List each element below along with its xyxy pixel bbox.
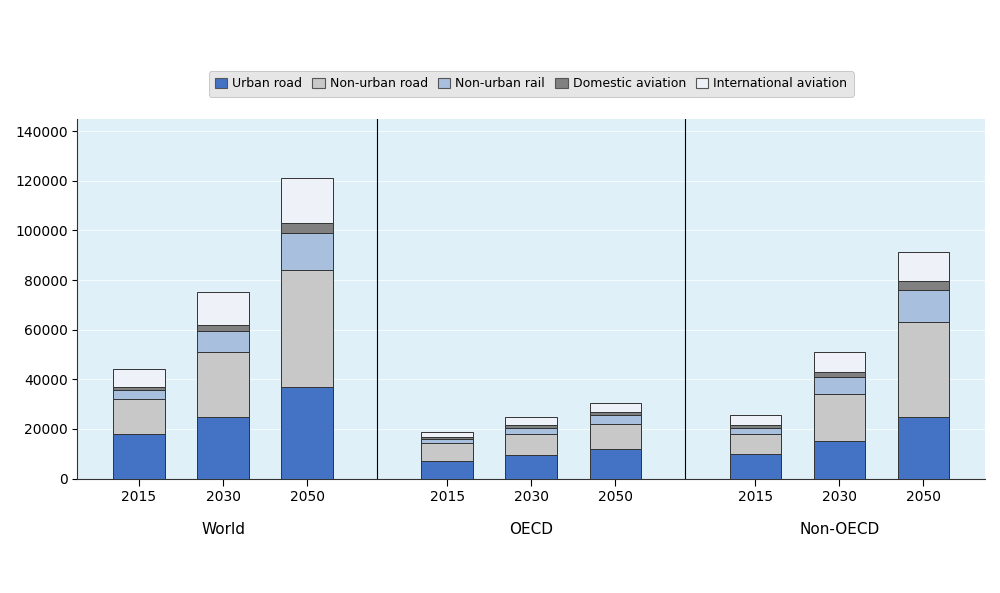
- Bar: [421, 442, 473, 461]
- Bar: [814, 377, 865, 394]
- Bar: [421, 461, 473, 479]
- Bar: [898, 281, 949, 290]
- Text: World: World: [201, 522, 245, 537]
- Bar: [281, 178, 333, 223]
- Bar: [197, 292, 249, 325]
- Legend: Urban road, Non-urban road, Non-urban rail, Domestic aviation, International avi: Urban road, Non-urban road, Non-urban ra…: [209, 71, 854, 97]
- Bar: [898, 416, 949, 479]
- Bar: [421, 437, 473, 439]
- Bar: [814, 394, 865, 441]
- Bar: [113, 434, 165, 479]
- Bar: [730, 434, 781, 454]
- Bar: [505, 428, 557, 434]
- Bar: [113, 399, 165, 434]
- Bar: [590, 415, 641, 424]
- Bar: [730, 428, 781, 434]
- Bar: [505, 417, 557, 425]
- Bar: [590, 412, 641, 415]
- Bar: [590, 403, 641, 412]
- Text: Non-OECD: Non-OECD: [799, 522, 879, 537]
- Bar: [197, 416, 249, 479]
- Bar: [421, 432, 473, 437]
- Bar: [281, 387, 333, 479]
- Bar: [113, 387, 165, 390]
- Bar: [730, 415, 781, 425]
- Bar: [281, 223, 333, 233]
- Bar: [590, 424, 641, 449]
- Bar: [421, 439, 473, 442]
- Bar: [113, 369, 165, 387]
- Bar: [505, 455, 557, 479]
- Bar: [197, 331, 249, 352]
- Bar: [505, 425, 557, 428]
- Bar: [505, 434, 557, 455]
- Bar: [730, 454, 781, 479]
- Bar: [590, 449, 641, 479]
- Bar: [898, 290, 949, 322]
- Bar: [281, 233, 333, 270]
- Bar: [898, 322, 949, 416]
- Bar: [898, 251, 949, 281]
- Bar: [197, 325, 249, 331]
- Bar: [814, 352, 865, 372]
- Bar: [281, 270, 333, 387]
- Bar: [814, 372, 865, 377]
- Text: OECD: OECD: [509, 522, 553, 537]
- Bar: [814, 441, 865, 479]
- Bar: [113, 390, 165, 399]
- Bar: [730, 425, 781, 428]
- Bar: [197, 352, 249, 416]
